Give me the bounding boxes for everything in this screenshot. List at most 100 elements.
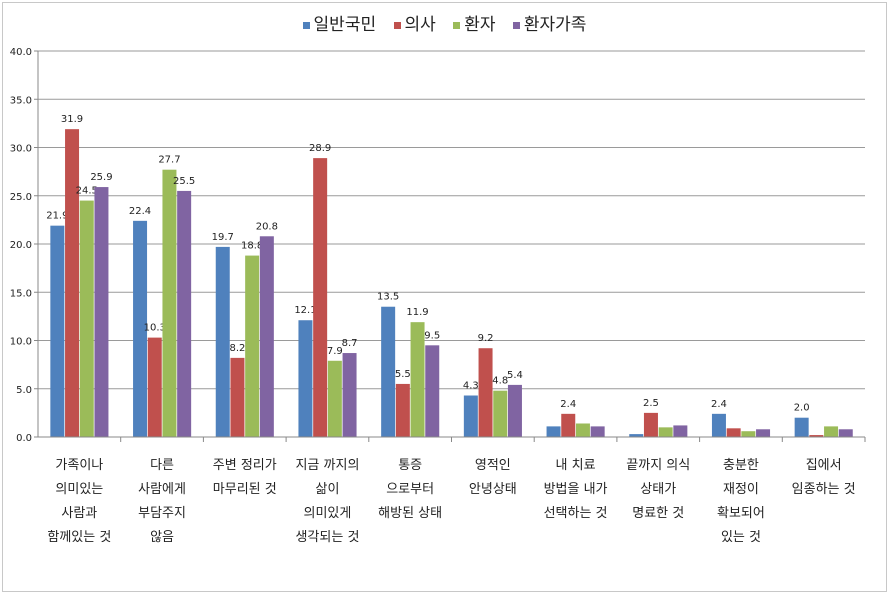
data-label: 9.5 [424, 330, 440, 341]
legend-swatch [393, 21, 401, 29]
data-label: 4.3 [463, 381, 479, 392]
data-label: 2.4 [711, 399, 727, 410]
bar [162, 169, 177, 437]
legend-item: 환자 [453, 10, 495, 35]
bar [561, 413, 576, 437]
legend-item: 환자가족 [512, 10, 587, 35]
data-label: 4.8 [492, 376, 508, 387]
bar [147, 337, 162, 437]
legend-item: 일반국민 [302, 10, 377, 35]
data-label: 13.5 [377, 292, 399, 303]
bar [245, 255, 260, 437]
x-tick-label: 방법을 내가 [544, 482, 608, 497]
bar [342, 353, 357, 437]
data-label: 25.9 [90, 172, 112, 183]
data-label: 2.0 [794, 403, 810, 414]
data-label: 2.5 [643, 398, 659, 409]
bar [65, 129, 80, 438]
data-label: 5.4 [507, 370, 523, 381]
data-label: 8.2 [229, 343, 245, 354]
data-label: 31.9 [61, 114, 83, 125]
legend-swatch [302, 21, 310, 29]
bar [673, 425, 688, 437]
bar [478, 348, 493, 437]
legend-label: 의사 [404, 15, 436, 35]
x-tick-label: 함께있는 것 [47, 530, 111, 545]
bar [177, 190, 192, 437]
bar [215, 246, 230, 437]
legend-label: 일반국민 [313, 15, 377, 35]
y-tick-label: 15.0 [10, 288, 32, 299]
x-tick-label: 안녕상태 [469, 482, 517, 497]
x-tick-label: 임종하는 것 [792, 482, 856, 497]
data-label: 5.5 [395, 369, 411, 380]
bar [726, 428, 741, 437]
x-tick-label: 선택하는 것 [544, 506, 608, 521]
bar [381, 306, 396, 437]
legend-swatch [453, 21, 461, 29]
bar [643, 412, 658, 437]
bar [546, 426, 561, 437]
bar [79, 200, 94, 437]
data-label: 9.2 [478, 333, 494, 344]
x-tick-label: 다른 [150, 458, 174, 473]
y-tick-label: 40.0 [10, 47, 32, 58]
bar [794, 417, 809, 437]
legend-swatch [512, 21, 520, 29]
legend-label: 환자 [464, 15, 496, 35]
bar [590, 426, 605, 437]
data-label: 18.8 [241, 241, 263, 252]
bar [711, 413, 726, 437]
bar [493, 390, 508, 437]
bar [629, 434, 644, 437]
x-tick-label: 영적인 [475, 458, 511, 473]
data-label: 22.4 [129, 206, 151, 217]
bar [824, 426, 839, 437]
x-tick-label: 확보되어 [717, 506, 765, 521]
bar [327, 360, 342, 437]
x-tick-label: 충분한 [723, 458, 759, 473]
bar [425, 345, 440, 437]
x-tick-label: 있는 것 [721, 530, 761, 545]
bar [313, 158, 328, 438]
data-label: 25.5 [173, 176, 195, 187]
x-tick-label: 통증 [398, 458, 422, 473]
data-label: 7.9 [327, 346, 343, 357]
x-tick-label: 가족이나 [55, 458, 103, 473]
x-tick-label: 내 치료 [556, 458, 596, 473]
x-tick-label: 사람과 [61, 506, 97, 521]
bar [94, 187, 109, 437]
data-label: 2.4 [560, 399, 576, 410]
x-tick-label: 부담주지 [138, 506, 186, 521]
bar [507, 384, 522, 437]
x-tick-label: 마무리된 것 [213, 482, 277, 497]
bar [575, 423, 590, 437]
x-tick-label: 주변 정리가 [213, 458, 277, 473]
legend-label: 환자가족 [523, 15, 587, 35]
x-tick-label: 사람에게 [138, 482, 186, 497]
legend: 일반국민 의사 환자 환자가족 [0, 10, 889, 35]
x-tick-label: 지금 까지의 [295, 458, 359, 473]
y-tick-label: 35.0 [10, 95, 32, 106]
legend-item: 의사 [393, 10, 436, 35]
data-label: 21.9 [46, 211, 68, 222]
bar [395, 383, 410, 437]
bar [658, 427, 673, 437]
x-tick-label: 않음 [150, 530, 174, 545]
y-tick-label: 30.0 [10, 144, 32, 155]
bar [259, 236, 274, 437]
x-tick-label: 집에서 [806, 458, 842, 473]
data-label: 19.7 [212, 232, 234, 243]
x-tick-label: 명료한 것 [632, 506, 684, 521]
bar [50, 225, 65, 437]
bar [298, 320, 313, 437]
data-label: 12.1 [294, 305, 316, 316]
data-label: 8.7 [342, 338, 358, 349]
x-tick-label: 으로부터 [386, 482, 434, 497]
x-tick-label: 의미있게 [304, 506, 352, 521]
y-tick-label: 20.0 [10, 240, 32, 251]
x-tick-label: 의미있는 [55, 482, 103, 497]
x-tick-label: 상태가 [640, 482, 676, 497]
